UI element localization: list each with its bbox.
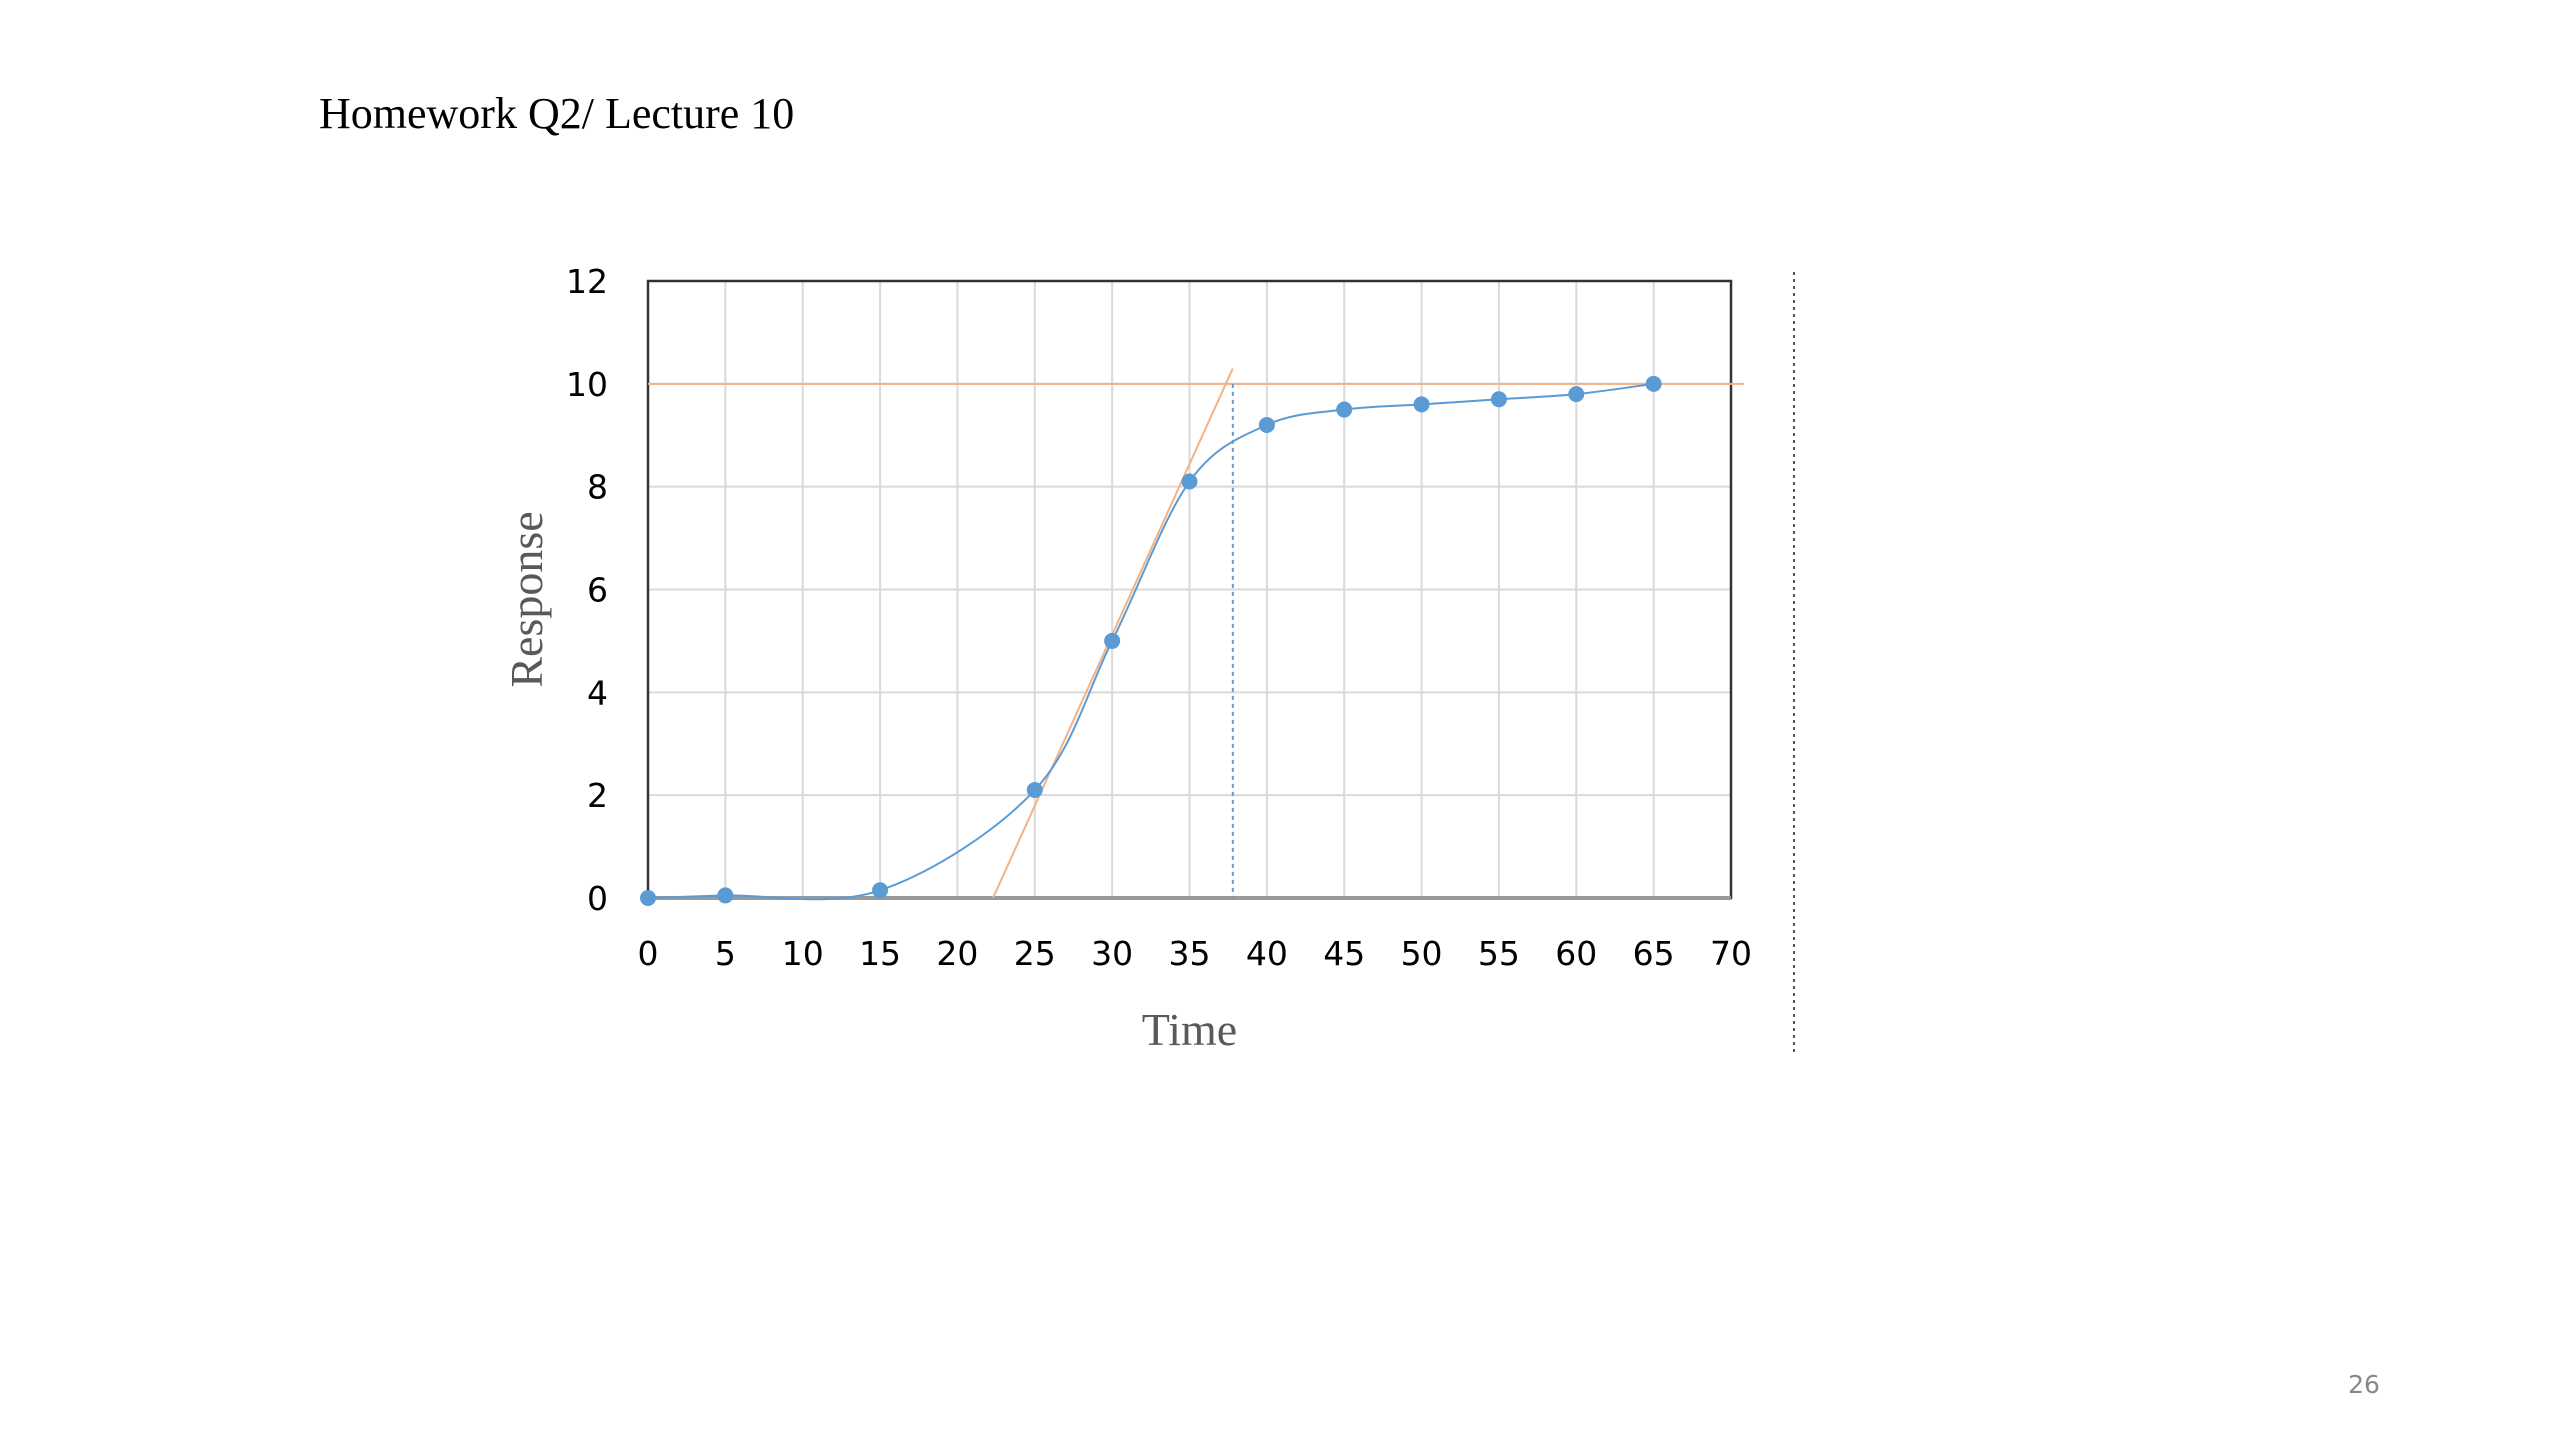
y-tick-label: 8 [587, 468, 608, 507]
x-tick-label: 40 [1246, 934, 1288, 973]
y-tick-label: 10 [566, 365, 608, 404]
data-point [1026, 782, 1043, 799]
data-point [1104, 632, 1121, 649]
x-tick-label: 55 [1478, 934, 1520, 973]
data-point [717, 887, 734, 904]
x-tick-label: 25 [1014, 934, 1056, 973]
x-tick-label: 60 [1555, 934, 1597, 973]
x-tick-label: 10 [782, 934, 824, 973]
data-point [1568, 386, 1585, 403]
x-tick-label: 70 [1710, 934, 1752, 973]
y-tick-label: 6 [587, 571, 608, 610]
page-number: 26 [2348, 1370, 2380, 1399]
y-tick-label: 4 [587, 673, 608, 712]
data-point [1258, 416, 1275, 433]
x-axis-title: Time [1142, 1004, 1237, 1055]
data-point [872, 882, 889, 899]
slide-title: Homework Q2/ Lecture 10 [319, 89, 794, 138]
y-tick-label: 12 [566, 262, 608, 301]
data-point [640, 890, 656, 906]
x-tick-label: 5 [715, 934, 736, 973]
x-tick-label: 20 [936, 934, 978, 973]
data-point [1490, 391, 1507, 408]
x-tick-label: 35 [1169, 934, 1211, 973]
y-tick-label: 0 [587, 879, 608, 918]
x-tick-label: 65 [1633, 934, 1675, 973]
x-tick-label: 30 [1091, 934, 1133, 973]
y-axis-title: Response [501, 511, 552, 687]
x-tick-label: 45 [1323, 934, 1365, 973]
x-tick-label: 50 [1401, 934, 1443, 973]
data-point [1181, 473, 1198, 490]
data-point [1645, 375, 1662, 392]
data-point [1413, 396, 1430, 413]
data-point [1336, 401, 1353, 418]
y-tick-label: 2 [587, 776, 608, 815]
x-tick-label: 0 [638, 934, 659, 973]
series-line [647, 382, 1654, 901]
x-tick-label: 15 [859, 934, 901, 973]
